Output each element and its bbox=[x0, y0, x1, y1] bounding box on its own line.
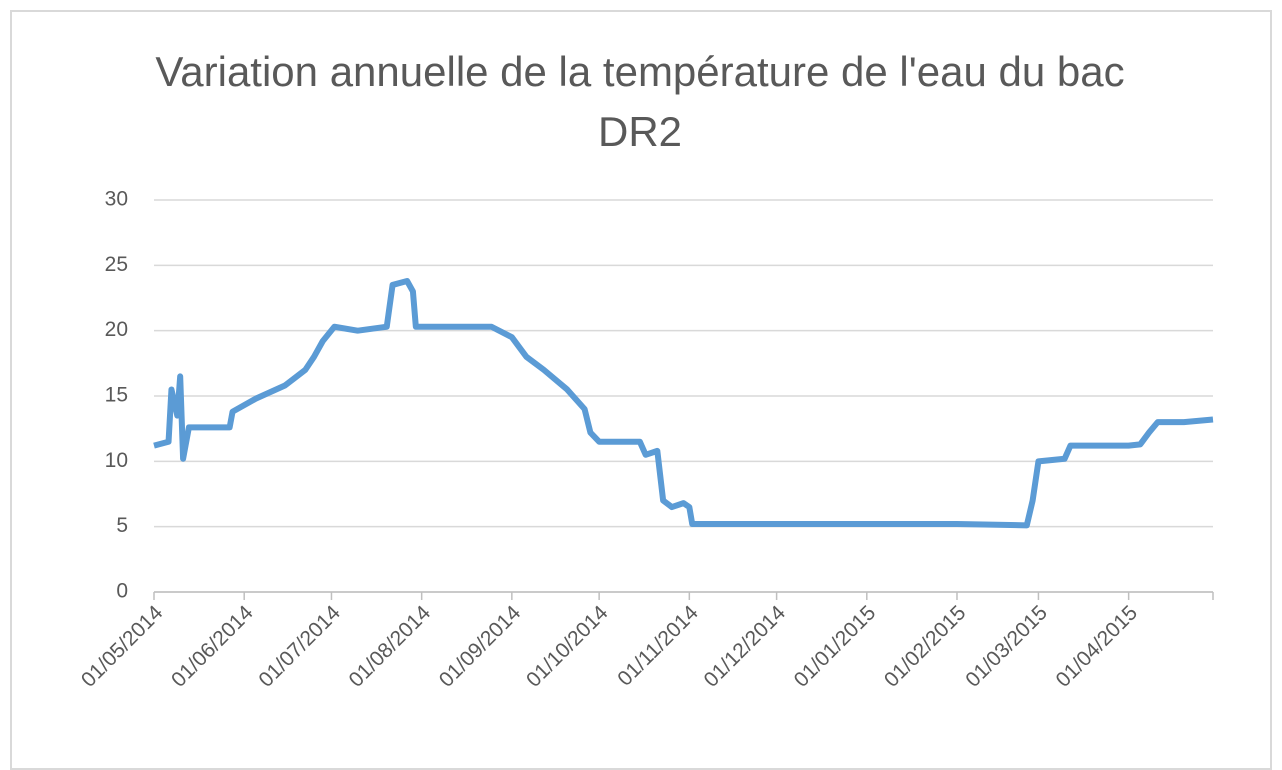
x-tick-label: 01/04/2015 bbox=[1051, 601, 1142, 692]
x-tick-label: 01/06/2014 bbox=[167, 601, 258, 692]
y-tick-label: 10 bbox=[105, 449, 128, 472]
x-tick-label: 01/08/2014 bbox=[345, 601, 436, 692]
y-tick-label: 5 bbox=[116, 514, 128, 537]
y-tick-label: 0 bbox=[116, 580, 128, 603]
data-line bbox=[153, 278, 1214, 529]
x-tick-label: 01/02/2015 bbox=[880, 601, 971, 692]
x-tick-label: 01/07/2014 bbox=[254, 601, 345, 692]
x-tick-label: 01/12/2014 bbox=[699, 601, 790, 692]
x-tick-label: 01/05/2014 bbox=[77, 601, 168, 692]
y-tick-label: 15 bbox=[105, 384, 128, 407]
y-tick-label: 30 bbox=[105, 188, 128, 211]
x-tick-label: 01/11/2014 bbox=[613, 601, 703, 691]
x-tick-label: 01/09/2014 bbox=[435, 601, 526, 692]
y-tick-label: 25 bbox=[105, 253, 128, 276]
y-tick-label: 20 bbox=[105, 318, 128, 341]
x-tick-label: 01/03/2015 bbox=[961, 601, 1052, 692]
x-tick-label: 01/01/2015 bbox=[790, 601, 881, 692]
chart-title: Variation annuelle de la température de … bbox=[155, 48, 1125, 155]
x-tick-label: 01/10/2014 bbox=[522, 601, 613, 692]
